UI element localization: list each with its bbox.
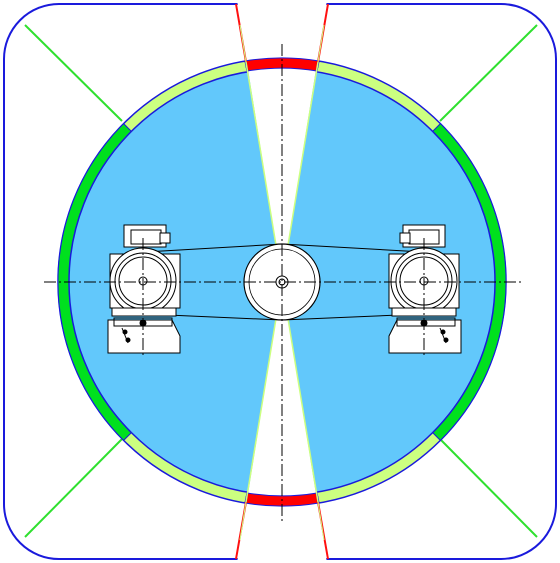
diagonal-line-top-right [439, 24, 538, 122]
wedge-edge-lines [235, 3, 329, 560]
belt-left-upper [144, 243, 283, 253]
right-motor-base [388, 319, 462, 354]
diagonal-line-bottom-left [24, 438, 123, 538]
diagonal-line-top-left [24, 24, 123, 122]
diagonal-line-bottom-right [439, 438, 538, 538]
belt-right-upper [281, 243, 424, 253]
corner-diagonal-lines [24, 24, 538, 538]
left-motor-base [107, 319, 181, 354]
